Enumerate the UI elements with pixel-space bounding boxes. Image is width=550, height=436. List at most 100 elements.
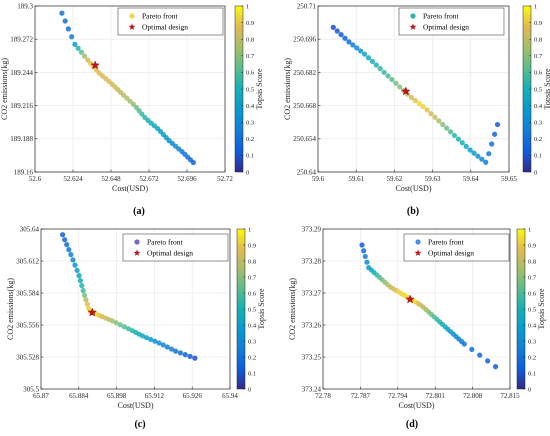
colorbar-label: Topsis Score xyxy=(255,68,264,109)
legend: Pareto front Optimal design xyxy=(117,7,224,36)
colorbar-tick-label: 0.2 xyxy=(246,136,254,143)
legend: Pareto front Optimal design xyxy=(398,7,505,36)
y-tick-label: 305.528 xyxy=(16,353,39,361)
x-tick-label: 52.6 xyxy=(29,175,42,183)
pareto-point xyxy=(59,10,65,16)
y-tick-label: 305.556 xyxy=(16,321,39,329)
colorbar-tick-label: 0.1 xyxy=(528,370,536,377)
x-tick-label: 72.787 xyxy=(351,392,371,400)
pareto-point xyxy=(416,100,422,107)
legend-optimal-marker xyxy=(409,23,417,30)
y-tick-label: 305.5 xyxy=(23,385,39,393)
pareto-point xyxy=(140,333,146,339)
colorbar: 0 0.1 0.2 0.3 0.4 0.5 0.6 0.7 0.8 0.9 1 Topsis Scor… xyxy=(516,226,546,393)
colorbar-tick-label: 0.3 xyxy=(246,120,254,127)
x-tick-label: 65.884 xyxy=(69,392,89,400)
y-tick-label: 250.654 xyxy=(293,135,316,143)
pareto-point xyxy=(78,49,84,55)
panel-label: (c) xyxy=(134,419,145,430)
colorbar-tick-label: 0.8 xyxy=(534,37,542,44)
chart-panel-4: 72.78 72.787 72.794 72.801 72.808 72.815 373.2… xyxy=(288,225,546,430)
colorbar-tick-label: 0.7 xyxy=(246,53,255,60)
y-axis-label: CO2 emissions(kg) xyxy=(288,278,297,340)
pareto-point xyxy=(156,340,162,346)
pareto-point xyxy=(334,28,340,34)
colorbar-tick-label: 0.9 xyxy=(246,20,254,27)
pareto-point xyxy=(447,129,454,135)
legend-pareto-marker xyxy=(129,13,135,19)
pareto-point xyxy=(346,39,352,45)
y-tick-label: 189.16 xyxy=(14,168,34,176)
x-tick-label: 72.78 xyxy=(315,392,331,400)
pareto-point xyxy=(354,45,360,51)
x-tick-label: 59.65 xyxy=(501,175,517,183)
colorbar-label: Topsis Score xyxy=(257,288,266,329)
pareto-point xyxy=(75,45,81,51)
y-tick-label: 189.244 xyxy=(10,69,33,77)
x-tick-label: 65.912 xyxy=(145,392,165,400)
x-tick-label: 52.72 xyxy=(217,175,233,183)
legend-optimal-marker xyxy=(128,23,136,30)
legend-pareto-marker xyxy=(410,13,416,19)
pareto-point xyxy=(432,114,438,120)
legend-pareto-label: Pareto front xyxy=(428,238,465,247)
pareto-point xyxy=(492,364,499,370)
colorbar-tick-label: 0.1 xyxy=(246,153,254,160)
colorbar-tick-label: 0.3 xyxy=(528,338,536,345)
x-tick-label: 65.94 xyxy=(222,392,238,400)
legend-pareto-label: Pareto front xyxy=(142,12,179,21)
pareto-point xyxy=(361,51,368,57)
pareto-point xyxy=(440,121,446,128)
pareto-point xyxy=(79,282,85,289)
y-axis-label: CO2 emissions(kg) xyxy=(283,58,292,120)
pareto-point xyxy=(459,140,465,146)
pareto-point xyxy=(68,252,74,258)
pareto-point xyxy=(152,338,158,344)
legend-box xyxy=(403,233,510,262)
y-axis-label: CO2 emissions(kg) xyxy=(0,58,9,120)
y-axis-label: CO2 emissions(kg) xyxy=(6,278,15,340)
panel-label: (d) xyxy=(406,419,418,430)
pareto-point xyxy=(192,355,198,361)
colorbar-tick-label: 1 xyxy=(248,226,251,233)
panel-label: (a) xyxy=(133,206,145,217)
pareto-point xyxy=(124,95,130,101)
colorbar-tick-label: 0.4 xyxy=(248,322,257,329)
x-tick-label: 59.63 xyxy=(425,175,441,183)
pareto-point xyxy=(461,341,467,347)
x-tick-label: 59.62 xyxy=(387,175,403,183)
pareto-point xyxy=(117,322,123,328)
panel-label: (b) xyxy=(407,206,419,217)
pareto-point xyxy=(477,352,483,358)
pareto-point xyxy=(469,346,475,353)
colorbar-label: Topsis Score xyxy=(537,288,546,329)
pareto-point xyxy=(164,344,170,350)
x-tick-label: 52.624 xyxy=(63,175,83,183)
pareto-point xyxy=(486,151,492,157)
colorbar: 0 0.1 0.2 0.3 0.4 0.5 0.6 0.7 0.8 0.9 1 Topsis Scor… xyxy=(236,226,266,393)
y-tick-label: 373.26 xyxy=(302,321,322,329)
pareto-point xyxy=(62,237,68,243)
x-axis-label: Cost(USD) xyxy=(395,184,431,193)
y-tick-label: 373.27 xyxy=(302,289,322,297)
pareto-point xyxy=(362,253,368,260)
pareto-point xyxy=(113,320,119,326)
legend-box xyxy=(398,7,505,36)
y-tick-label: 189.216 xyxy=(10,102,33,110)
pareto-point xyxy=(62,18,68,24)
pareto-point xyxy=(177,350,183,356)
pareto-point xyxy=(350,42,356,48)
y-tick-label: 373.25 xyxy=(302,353,322,361)
pareto-point xyxy=(483,159,489,165)
colorbar-tick-label: 0.6 xyxy=(528,290,537,297)
optimal-design-star xyxy=(87,307,98,317)
pareto-point xyxy=(358,48,364,54)
y-tick-label: 189.272 xyxy=(10,36,33,44)
legend-optimal-label: Optimal design xyxy=(142,23,188,32)
pareto-point xyxy=(330,24,336,30)
colorbar-tick-label: 0.3 xyxy=(534,120,542,127)
pareto-point xyxy=(70,257,76,263)
colorbar-tick-label: 0.6 xyxy=(534,70,543,77)
colorbar-tick-label: 0.7 xyxy=(528,274,537,281)
